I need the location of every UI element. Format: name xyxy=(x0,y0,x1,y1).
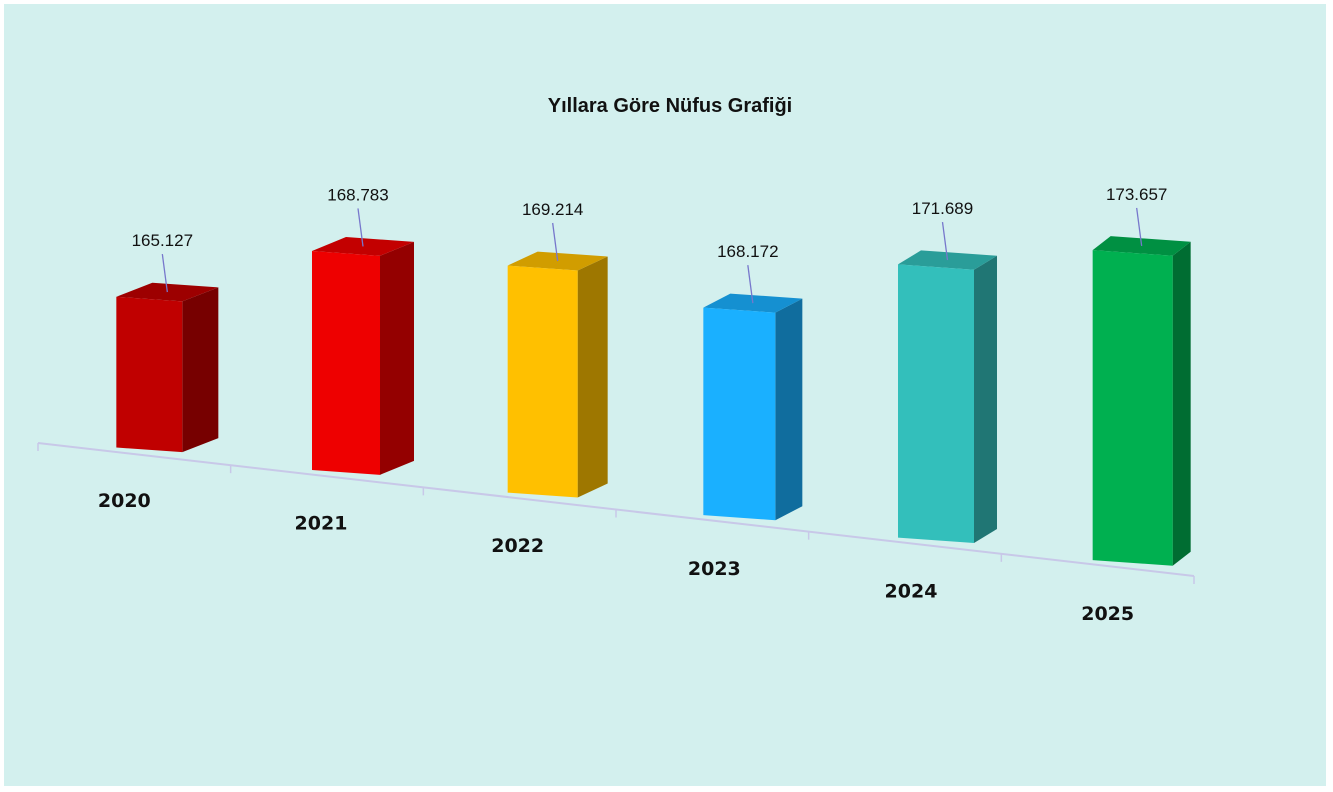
bar-side-face xyxy=(775,298,803,521)
bar-2021 xyxy=(312,237,414,475)
data-label-leader xyxy=(1136,207,1143,247)
bar-side-face xyxy=(1172,241,1191,566)
chart-title: Yıllara Göre Nüfus Grafiği xyxy=(548,95,793,117)
data-label: 168.783 xyxy=(327,185,388,204)
data-label: 165.127 xyxy=(132,231,193,250)
data-label-leader xyxy=(161,253,168,293)
data-labels: 165.127 168.783 169.214 168.172 171.689 173.6… xyxy=(132,185,1167,304)
x-axis xyxy=(37,442,1195,584)
category-label: 2025 xyxy=(1081,603,1134,625)
bar-2020 xyxy=(116,282,219,453)
data-label: 171.689 xyxy=(912,199,973,218)
bar-side-face xyxy=(380,241,414,475)
bar-2024 xyxy=(898,250,997,543)
chart-area: Yıllara Göre Nüfus Grafiği 165.127 168.78… xyxy=(4,4,1326,786)
data-label: 168.172 xyxy=(717,242,778,261)
bar-chart: Yıllara Göre Nüfus Grafiği 165.127 168.78… xyxy=(37,95,1195,625)
data-label-leader xyxy=(552,222,559,262)
data-label: 173.657 xyxy=(1106,185,1167,204)
bar-side-face xyxy=(974,255,997,543)
bar-front-face xyxy=(898,264,974,543)
bar-front-face xyxy=(312,251,380,475)
data-label-leader xyxy=(357,208,364,247)
bar-2022 xyxy=(507,251,608,498)
bar-side-face xyxy=(182,287,219,453)
bar-2025 xyxy=(1092,236,1191,566)
data-label-leader xyxy=(747,265,754,304)
bar-2023 xyxy=(703,293,803,521)
data-label: 169.214 xyxy=(522,200,583,219)
bar-front-face xyxy=(116,296,183,453)
category-label: 2023 xyxy=(688,558,741,580)
bar-side-face xyxy=(577,256,608,498)
data-label-leader xyxy=(941,221,949,261)
bar-front-face xyxy=(1092,250,1173,566)
bars xyxy=(116,236,1191,566)
category-label: 2021 xyxy=(295,513,348,535)
bar-front-face xyxy=(703,307,776,521)
category-label: 2024 xyxy=(885,580,938,602)
category-label: 2020 xyxy=(98,490,151,512)
bar-front-face xyxy=(507,265,578,498)
category-labels: 2020 2021 2022 2023 2024 2025 xyxy=(98,490,1134,625)
category-label: 2022 xyxy=(491,535,544,557)
